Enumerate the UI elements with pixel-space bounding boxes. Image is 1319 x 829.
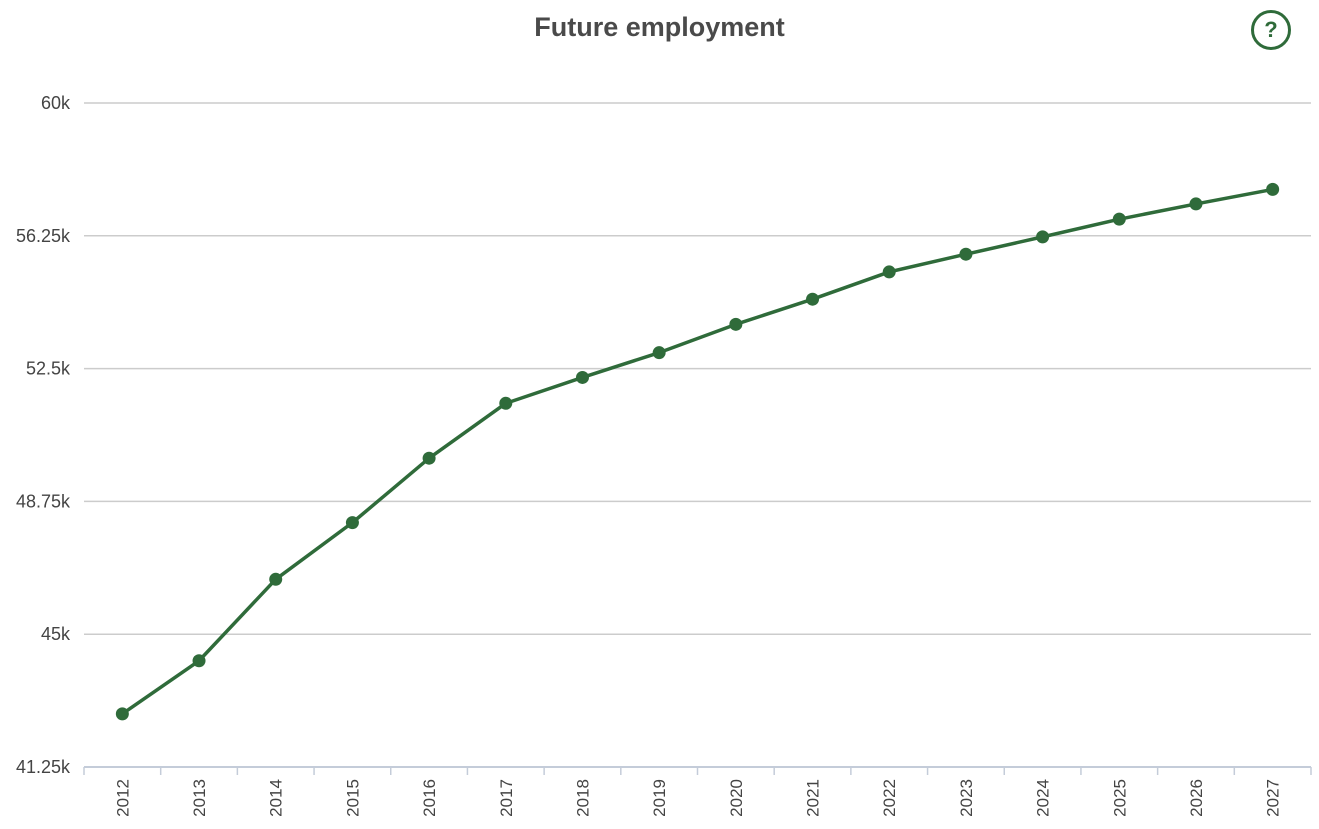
data-point[interactable] — [806, 292, 820, 306]
data-point[interactable] — [1189, 197, 1203, 211]
data-point[interactable] — [192, 654, 206, 668]
help-button[interactable]: ? — [1251, 10, 1291, 50]
data-point[interactable] — [1036, 230, 1050, 244]
x-tick-label: 2012 — [113, 779, 132, 817]
data-point[interactable] — [575, 370, 589, 384]
x-axis: 2012 2013 2014 2015 2016 2017 2018 2019 2020 2021… — [83, 766, 1312, 817]
x-tick-label: 2013 — [190, 779, 209, 817]
data-point[interactable] — [652, 346, 666, 360]
data-point[interactable] — [115, 707, 129, 721]
data-point[interactable] — [345, 516, 359, 530]
x-tick-label: 2016 — [420, 779, 439, 817]
y-tick-label: 60k — [41, 93, 71, 113]
x-tick-label: 2018 — [573, 779, 592, 817]
x-tick-label: 2024 — [1034, 779, 1053, 817]
series-line — [121, 187, 1273, 716]
data-point[interactable] — [959, 247, 973, 261]
y-tick-label: 56.25k — [16, 226, 71, 246]
x-tick-label: 2022 — [880, 779, 899, 817]
chart-title: Future employment — [534, 12, 785, 42]
y-tick-label: 41.25k — [16, 757, 71, 777]
y-tick-label: 52.5k — [26, 359, 71, 379]
x-tick-label: 2019 — [650, 779, 669, 817]
x-tick-label: 2015 — [343, 779, 362, 817]
series-group — [115, 182, 1280, 721]
data-point[interactable] — [499, 396, 513, 410]
data-point[interactable] — [422, 451, 436, 465]
data-point[interactable] — [882, 265, 896, 279]
data-point[interactable] — [1266, 182, 1280, 196]
x-tick-label: 2014 — [267, 779, 286, 817]
grid-lines — [84, 102, 1311, 635]
data-point[interactable] — [729, 317, 743, 331]
data-point[interactable] — [1112, 212, 1126, 226]
x-tick-label: 2027 — [1264, 779, 1283, 817]
x-tick-label: 2025 — [1110, 779, 1129, 817]
y-tick-label: 45k — [41, 624, 71, 644]
x-tick-label: 2026 — [1187, 779, 1206, 817]
x-tick-label: 2023 — [957, 779, 976, 817]
data-point[interactable] — [269, 572, 283, 586]
x-tick-label: 2021 — [804, 779, 823, 817]
y-tick-label: 48.75k — [16, 491, 71, 511]
x-tick-label: 2020 — [727, 779, 746, 817]
y-axis-ticks: 41.25k 45k 48.75k 52.5k 56.25k 60k — [16, 93, 71, 777]
x-tick-label: 2017 — [497, 779, 516, 817]
